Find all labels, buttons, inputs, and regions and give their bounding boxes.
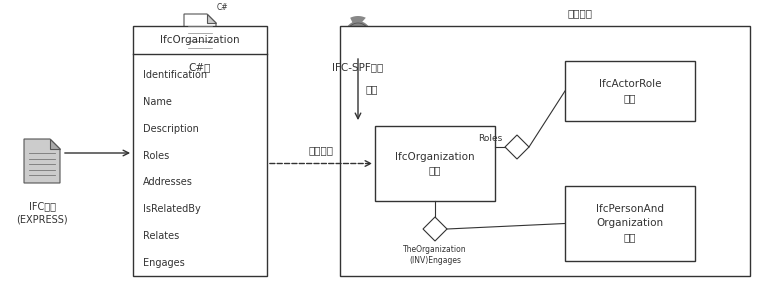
- Circle shape: [347, 23, 369, 45]
- Text: Engages: Engages: [143, 258, 185, 268]
- Polygon shape: [184, 14, 216, 54]
- Text: TheOrganization
(INV)Engages: TheOrganization (INV)Engages: [404, 245, 467, 265]
- Text: IFC-SPF数据: IFC-SPF数据: [332, 62, 384, 72]
- Text: Roles: Roles: [478, 134, 502, 143]
- Polygon shape: [423, 217, 447, 241]
- Polygon shape: [350, 28, 371, 52]
- Text: Description: Description: [143, 124, 199, 134]
- Polygon shape: [353, 21, 376, 42]
- Text: IfcActorRole
实例: IfcActorRole 实例: [599, 79, 661, 103]
- Polygon shape: [207, 14, 216, 23]
- Bar: [565, 61, 695, 121]
- Text: Addresses: Addresses: [143, 177, 193, 187]
- Text: C#类: C#类: [188, 62, 211, 72]
- Bar: [133, 26, 267, 276]
- Polygon shape: [505, 135, 529, 159]
- Text: IfcOrganization: IfcOrganization: [160, 35, 240, 45]
- Text: C#: C#: [217, 3, 229, 12]
- Text: Relates: Relates: [143, 231, 179, 241]
- Text: 生成实例: 生成实例: [309, 145, 334, 155]
- Text: 解析: 解析: [366, 84, 378, 95]
- Polygon shape: [345, 16, 366, 40]
- Text: Name: Name: [143, 97, 172, 107]
- Text: Roles: Roles: [143, 151, 169, 161]
- Text: IFC大纲
(EXPRESS): IFC大纲 (EXPRESS): [16, 201, 68, 224]
- Circle shape: [352, 28, 364, 40]
- Text: IsRelatedBy: IsRelatedBy: [143, 204, 201, 214]
- Polygon shape: [340, 26, 363, 47]
- Text: IfcOrganization
实例: IfcOrganization 实例: [395, 151, 475, 176]
- Bar: [565, 186, 695, 261]
- Text: IfcPersonAnd
Organization
实例: IfcPersonAnd Organization 实例: [596, 204, 664, 242]
- Text: Identification: Identification: [143, 70, 207, 80]
- Bar: [375, 126, 495, 201]
- Bar: [340, 26, 750, 276]
- Polygon shape: [24, 139, 60, 183]
- Text: 内存对象: 内存对象: [568, 8, 593, 18]
- Polygon shape: [50, 139, 60, 149]
